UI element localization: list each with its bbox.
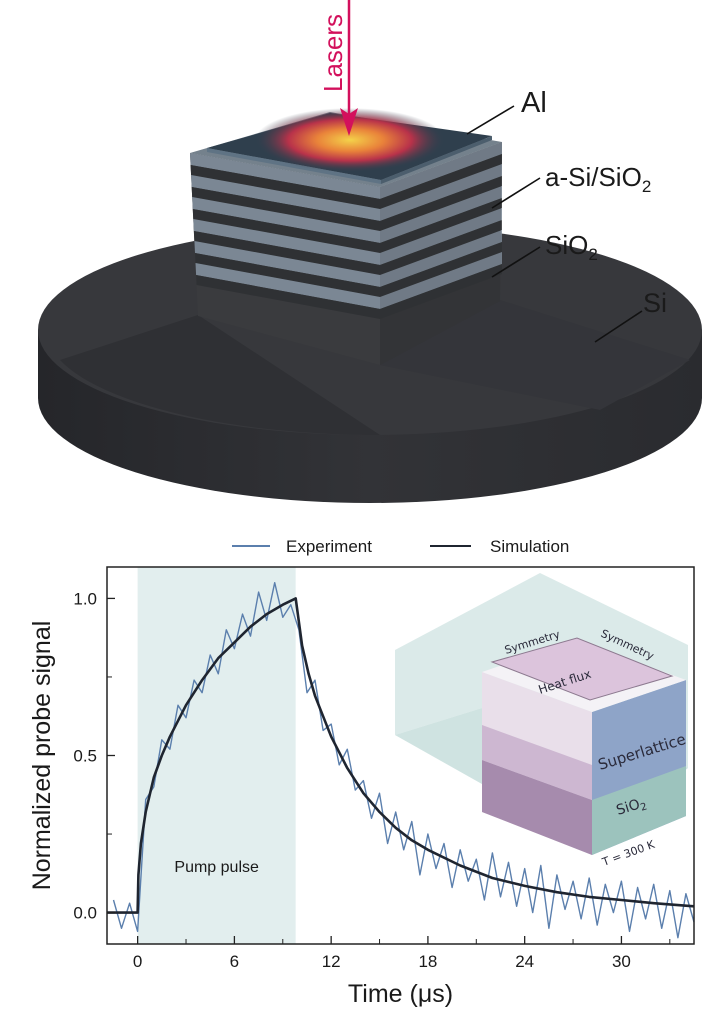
x-axis-label: Time (μs) bbox=[348, 980, 453, 1008]
layer-stripe-right bbox=[380, 208, 502, 265]
x-tick-label: 30 bbox=[612, 952, 631, 971]
pump-pulse-label: Pump pulse bbox=[174, 859, 259, 876]
y-tick-label: 0.0 bbox=[73, 904, 97, 923]
legend-label-experiment: Experiment bbox=[286, 537, 372, 556]
layer-stripe-right bbox=[380, 220, 502, 275]
sio2-label-text: SiO bbox=[545, 230, 588, 260]
legend: Experiment Simulation bbox=[232, 537, 569, 556]
x-tick-label: 24 bbox=[515, 952, 534, 971]
layer-stripe-left bbox=[191, 187, 380, 231]
x-tick-label: 6 bbox=[230, 952, 239, 971]
layer-stripe-right bbox=[380, 164, 502, 221]
al-top-plate bbox=[207, 108, 492, 184]
layer-stripe-left bbox=[191, 175, 380, 221]
pump-pulse-region bbox=[137, 567, 296, 944]
layer-stripe-left bbox=[195, 263, 380, 309]
sample-schematic: Lasers Al a-Si/SiO2 SiO2 Si bbox=[38, 0, 702, 503]
axis-ticks: 0 6 12 18 24 30 0.0 0.5 1.0 bbox=[73, 589, 671, 971]
laser-arrow bbox=[340, 0, 358, 136]
si-label: Si bbox=[643, 288, 667, 318]
layer-stripe-left bbox=[190, 165, 380, 209]
layer-stripe-left bbox=[195, 253, 380, 297]
lasers-label: Lasers bbox=[318, 14, 348, 92]
superlattice-label: a-Si/SiO2 bbox=[545, 162, 651, 196]
layer-stripe-right bbox=[380, 242, 502, 297]
superlattice-label-sub: 2 bbox=[642, 177, 651, 196]
series-line-simulation bbox=[107, 597, 695, 914]
x-tick-label: 0 bbox=[133, 952, 142, 971]
series-line-experiment bbox=[112, 582, 695, 939]
legend-label-simulation: Simulation bbox=[490, 537, 569, 556]
inset-sio2-sub: 2 bbox=[639, 801, 648, 813]
superlattice-stack bbox=[190, 112, 502, 365]
layer-stripe-right bbox=[380, 186, 502, 243]
layer-stripe-left bbox=[192, 197, 380, 243]
layer-stripe-right bbox=[380, 176, 502, 231]
y-axis-label: Normalized probe signal bbox=[28, 621, 56, 891]
layer-stripe-left bbox=[193, 219, 380, 265]
layer-stripe-right bbox=[380, 154, 502, 209]
series-layer bbox=[107, 582, 695, 939]
layer-stripe-right bbox=[380, 142, 502, 199]
layer-stripe-right bbox=[380, 230, 502, 287]
layer-stripe-right bbox=[380, 198, 502, 253]
inset-sio2-text: SiO bbox=[614, 797, 641, 819]
y-tick-label: 1.0 bbox=[73, 589, 97, 608]
layer-stripe-right bbox=[380, 252, 502, 309]
inset-sio2-label: SiO2 bbox=[614, 795, 648, 821]
al-label: Al bbox=[521, 87, 547, 119]
layer-stripe-left bbox=[192, 209, 380, 253]
superlattice-label-text: a-Si/SiO bbox=[545, 162, 642, 192]
layer-stripe-left bbox=[193, 231, 380, 275]
simulation-model-inset: Symmetry Symmetry Heat flux Superlattice… bbox=[395, 573, 688, 869]
y-tick-label: 0.5 bbox=[73, 747, 97, 766]
x-tick-label: 18 bbox=[418, 952, 437, 971]
layer-stripe-left bbox=[194, 241, 380, 287]
layer-stripe-left bbox=[190, 153, 380, 199]
layer-stripe-right bbox=[380, 264, 502, 319]
sio2-label: SiO2 bbox=[545, 230, 598, 264]
leader-lines bbox=[466, 105, 643, 343]
layer-stripe-left bbox=[196, 275, 380, 319]
x-tick-label: 12 bbox=[322, 952, 341, 971]
sio2-label-sub: 2 bbox=[588, 245, 597, 264]
